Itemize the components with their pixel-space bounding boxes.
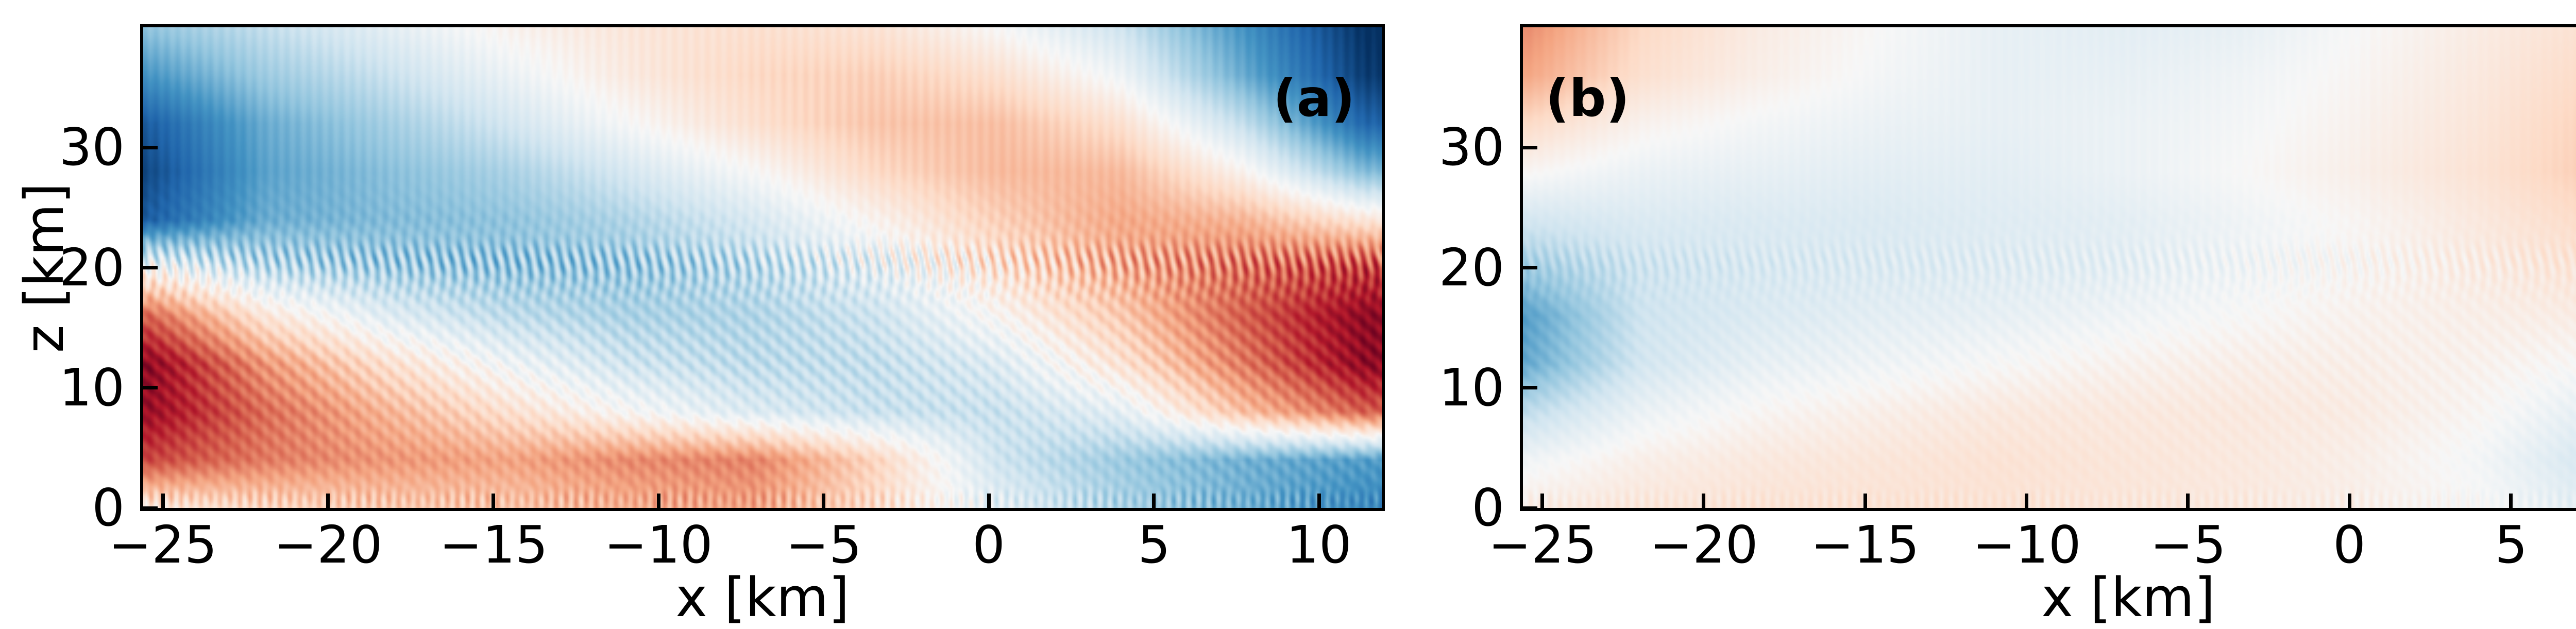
panel-b-x-tick bbox=[1702, 494, 1705, 508]
panel-a-y-tick bbox=[143, 506, 158, 510]
panel-a-x-tick-label: −5 bbox=[786, 515, 862, 575]
panel-a-x-tick bbox=[657, 494, 660, 508]
panel-b-axes: (b) bbox=[1520, 24, 2576, 511]
panel-b-y-tick-label: 20 bbox=[1438, 237, 1504, 298]
panel-a-x-tick bbox=[326, 494, 330, 508]
panel-a-label: (a) bbox=[1273, 68, 1355, 128]
panel-b-x-tick-label: −15 bbox=[1810, 515, 1920, 575]
panel-b-y-tick bbox=[1523, 266, 1537, 269]
panel-b-y-tick-label: 0 bbox=[1471, 478, 1504, 538]
panel-b-y-tick bbox=[1523, 146, 1537, 149]
panel-b-y-tick bbox=[1523, 506, 1537, 510]
panel-b-x-tick-label: 5 bbox=[2495, 515, 2528, 575]
panel-a-y-tick-label: 30 bbox=[59, 117, 125, 177]
panel-b-x-tick bbox=[2025, 494, 2028, 508]
panel-a-x-tick bbox=[987, 494, 991, 508]
panel-a-x-tick bbox=[492, 494, 495, 508]
panel-a-x-tick bbox=[822, 494, 825, 508]
panel-a-x-tick-label: 0 bbox=[972, 515, 1005, 575]
panel-b-x-tick-label: −5 bbox=[2150, 515, 2226, 575]
panel-a-x-tick-label: −10 bbox=[604, 515, 713, 575]
panel-a-y-tick bbox=[143, 266, 158, 269]
panel-b-x-tick bbox=[2509, 494, 2513, 508]
panel-a-axes: (a) bbox=[140, 24, 1385, 511]
panel-a-x-tick-label: −15 bbox=[439, 515, 548, 575]
panel-a-y-tick bbox=[143, 386, 158, 389]
panel-a-x-axis-label: x [km] bbox=[675, 566, 850, 629]
panel-b-x-tick bbox=[2186, 494, 2190, 508]
panel-b-x-tick bbox=[1863, 494, 1867, 508]
panel-b-x-tick-label: −25 bbox=[1488, 515, 1597, 575]
panel-b-x-tick-label: 0 bbox=[2333, 515, 2366, 575]
panel-b-heatmap bbox=[1523, 27, 2576, 508]
panel-b-x-tick bbox=[1540, 494, 1544, 508]
panel-b-x-tick-label: −10 bbox=[1972, 515, 2081, 575]
panel-a-y-tick-label: 0 bbox=[92, 478, 125, 538]
panel-a-x-tick-label: −25 bbox=[108, 515, 217, 575]
panel-b-y-tick-label: 30 bbox=[1438, 117, 1504, 177]
panel-a-x-tick-label: −20 bbox=[274, 515, 383, 575]
panel-a-y-tick-label: 20 bbox=[59, 237, 125, 298]
panel-b-y-tick bbox=[1523, 386, 1537, 389]
panel-b-x-axis-label: x [km] bbox=[2041, 566, 2215, 629]
panel-b-y-tick-label: 10 bbox=[1438, 358, 1504, 418]
panel-a-x-tick bbox=[161, 494, 165, 508]
panel-b-label: (b) bbox=[1546, 68, 1630, 128]
panel-a-heatmap bbox=[143, 27, 1382, 508]
panel-a-y-tick bbox=[143, 146, 158, 149]
panel-a-x-tick bbox=[1152, 494, 1156, 508]
panel-b-x-tick-label: −20 bbox=[1649, 515, 1758, 575]
panel-a-x-tick-label: 5 bbox=[1138, 515, 1171, 575]
panel-b-x-tick bbox=[2348, 494, 2351, 508]
panel-a-x-tick bbox=[1317, 494, 1321, 508]
panel-a-x-tick-label: 10 bbox=[1286, 515, 1352, 575]
panel-a-y-tick-label: 10 bbox=[59, 358, 125, 418]
